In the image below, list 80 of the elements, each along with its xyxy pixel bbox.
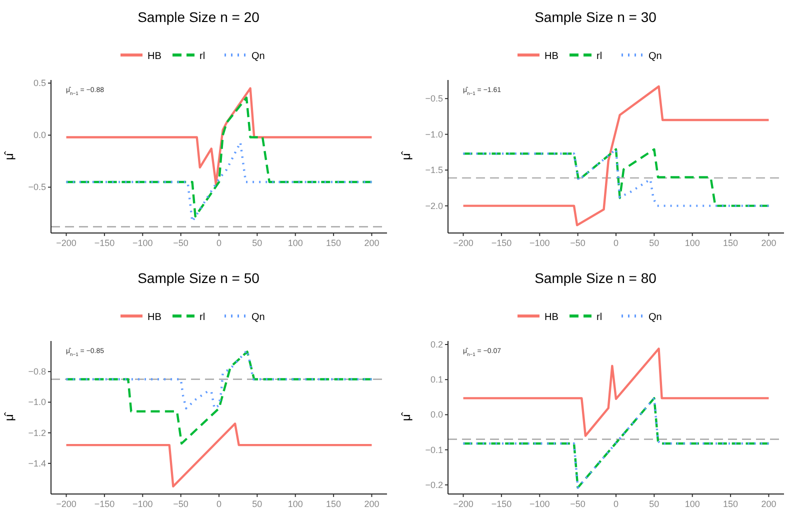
x-tick-label: 100 bbox=[684, 238, 700, 248]
x-tick-label: 50 bbox=[649, 238, 660, 248]
y-tick-label: −0.5 bbox=[28, 182, 46, 192]
x-tick-label: −200 bbox=[56, 499, 76, 509]
line-series bbox=[65, 349, 373, 410]
x-tick-label: 0 bbox=[216, 499, 222, 509]
x-tick-label: −150 bbox=[491, 238, 512, 248]
x-tick-label: −100 bbox=[132, 499, 153, 509]
x-tick-label: −50 bbox=[570, 238, 586, 248]
x-tick-label: 100 bbox=[288, 238, 303, 248]
x-tick-label: 150 bbox=[723, 499, 738, 509]
line-series bbox=[65, 87, 373, 186]
line-series bbox=[462, 397, 770, 489]
chart-title: Sample Size n = 20 bbox=[138, 9, 260, 25]
x-tick-label: −200 bbox=[453, 238, 474, 248]
chart-title: Sample Size n = 30 bbox=[534, 9, 657, 25]
x-tick-label: −150 bbox=[94, 499, 115, 509]
y-tick-label: 0.1 bbox=[430, 374, 443, 385]
legend-label: HB bbox=[148, 51, 162, 62]
legend-label: HB bbox=[544, 312, 559, 323]
x-tick-label: −150 bbox=[491, 499, 512, 509]
line-series bbox=[462, 85, 770, 226]
legend-label: Qn bbox=[252, 312, 265, 323]
x-tick-label: 0 bbox=[613, 238, 619, 248]
y-tick-label: 0.5 bbox=[33, 78, 46, 88]
x-tick-label: −50 bbox=[173, 499, 188, 509]
x-tick-label: −100 bbox=[529, 499, 550, 509]
x-tick-label: −100 bbox=[529, 238, 550, 248]
x-tick-label: 0 bbox=[216, 238, 222, 248]
y-tick-label: −1.2 bbox=[28, 428, 46, 438]
line-series bbox=[462, 348, 770, 437]
x-tick-label: −150 bbox=[94, 238, 115, 248]
x-tick-label: 100 bbox=[684, 499, 700, 509]
x-tick-label: 200 bbox=[364, 499, 380, 509]
y-axis-title: μ̂ bbox=[2, 412, 16, 421]
x-tick-label: 150 bbox=[326, 499, 342, 509]
legend-label: HB bbox=[148, 312, 162, 323]
x-tick-label: 150 bbox=[723, 238, 738, 248]
x-tick-label: 50 bbox=[252, 238, 262, 248]
x-tick-label: 50 bbox=[252, 499, 262, 509]
legend-label: rl bbox=[596, 312, 602, 323]
x-tick-label: −200 bbox=[453, 499, 474, 509]
chart-title: Sample Size n = 80 bbox=[534, 270, 657, 286]
line-series bbox=[65, 141, 373, 223]
x-tick-label: 0 bbox=[613, 499, 619, 509]
line-series bbox=[65, 96, 373, 218]
x-tick-label: 150 bbox=[326, 238, 342, 248]
y-tick-label: 0.2 bbox=[430, 340, 443, 350]
y-tick-label: −0.1 bbox=[425, 444, 443, 455]
chart-title: Sample Size n = 50 bbox=[138, 270, 260, 286]
legend-label: HB bbox=[544, 51, 559, 62]
y-tick-label: −0.2 bbox=[425, 480, 443, 490]
x-tick-label: 100 bbox=[288, 499, 303, 509]
legend-label: rl bbox=[596, 51, 602, 62]
legend-label: Qn bbox=[648, 312, 662, 323]
legend-label: Qn bbox=[648, 51, 662, 62]
x-tick-label: −50 bbox=[570, 499, 586, 509]
x-tick-label: 50 bbox=[649, 499, 660, 509]
y-tick-label: 0.0 bbox=[430, 410, 443, 420]
y-tick-label: −1.5 bbox=[425, 165, 443, 176]
x-tick-label: −100 bbox=[132, 238, 153, 248]
x-tick-label: −200 bbox=[56, 238, 76, 248]
line-series bbox=[462, 148, 770, 207]
y-tick-label: −2.0 bbox=[425, 200, 443, 211]
x-tick-label: 200 bbox=[761, 499, 776, 509]
legend-label: rl bbox=[200, 312, 206, 323]
y-tick-label: −1.4 bbox=[28, 458, 46, 468]
legend-label: Qn bbox=[252, 51, 265, 62]
y-tick-label: −1.0 bbox=[425, 129, 443, 140]
x-tick-label: −50 bbox=[173, 238, 188, 248]
y-axis-title: μ̂ bbox=[399, 151, 413, 160]
y-tick-label: −1.0 bbox=[28, 397, 46, 408]
x-tick-label: 200 bbox=[364, 238, 380, 248]
y-axis-title: μ̂ bbox=[399, 412, 413, 421]
y-tick-label: −0.5 bbox=[425, 94, 443, 104]
x-tick-label: 200 bbox=[761, 238, 776, 248]
y-tick-label: 0.0 bbox=[33, 130, 46, 140]
y-tick-label: −0.8 bbox=[28, 366, 46, 377]
y-axis-title: μ̂ bbox=[2, 151, 16, 160]
legend-label: rl bbox=[200, 51, 206, 62]
